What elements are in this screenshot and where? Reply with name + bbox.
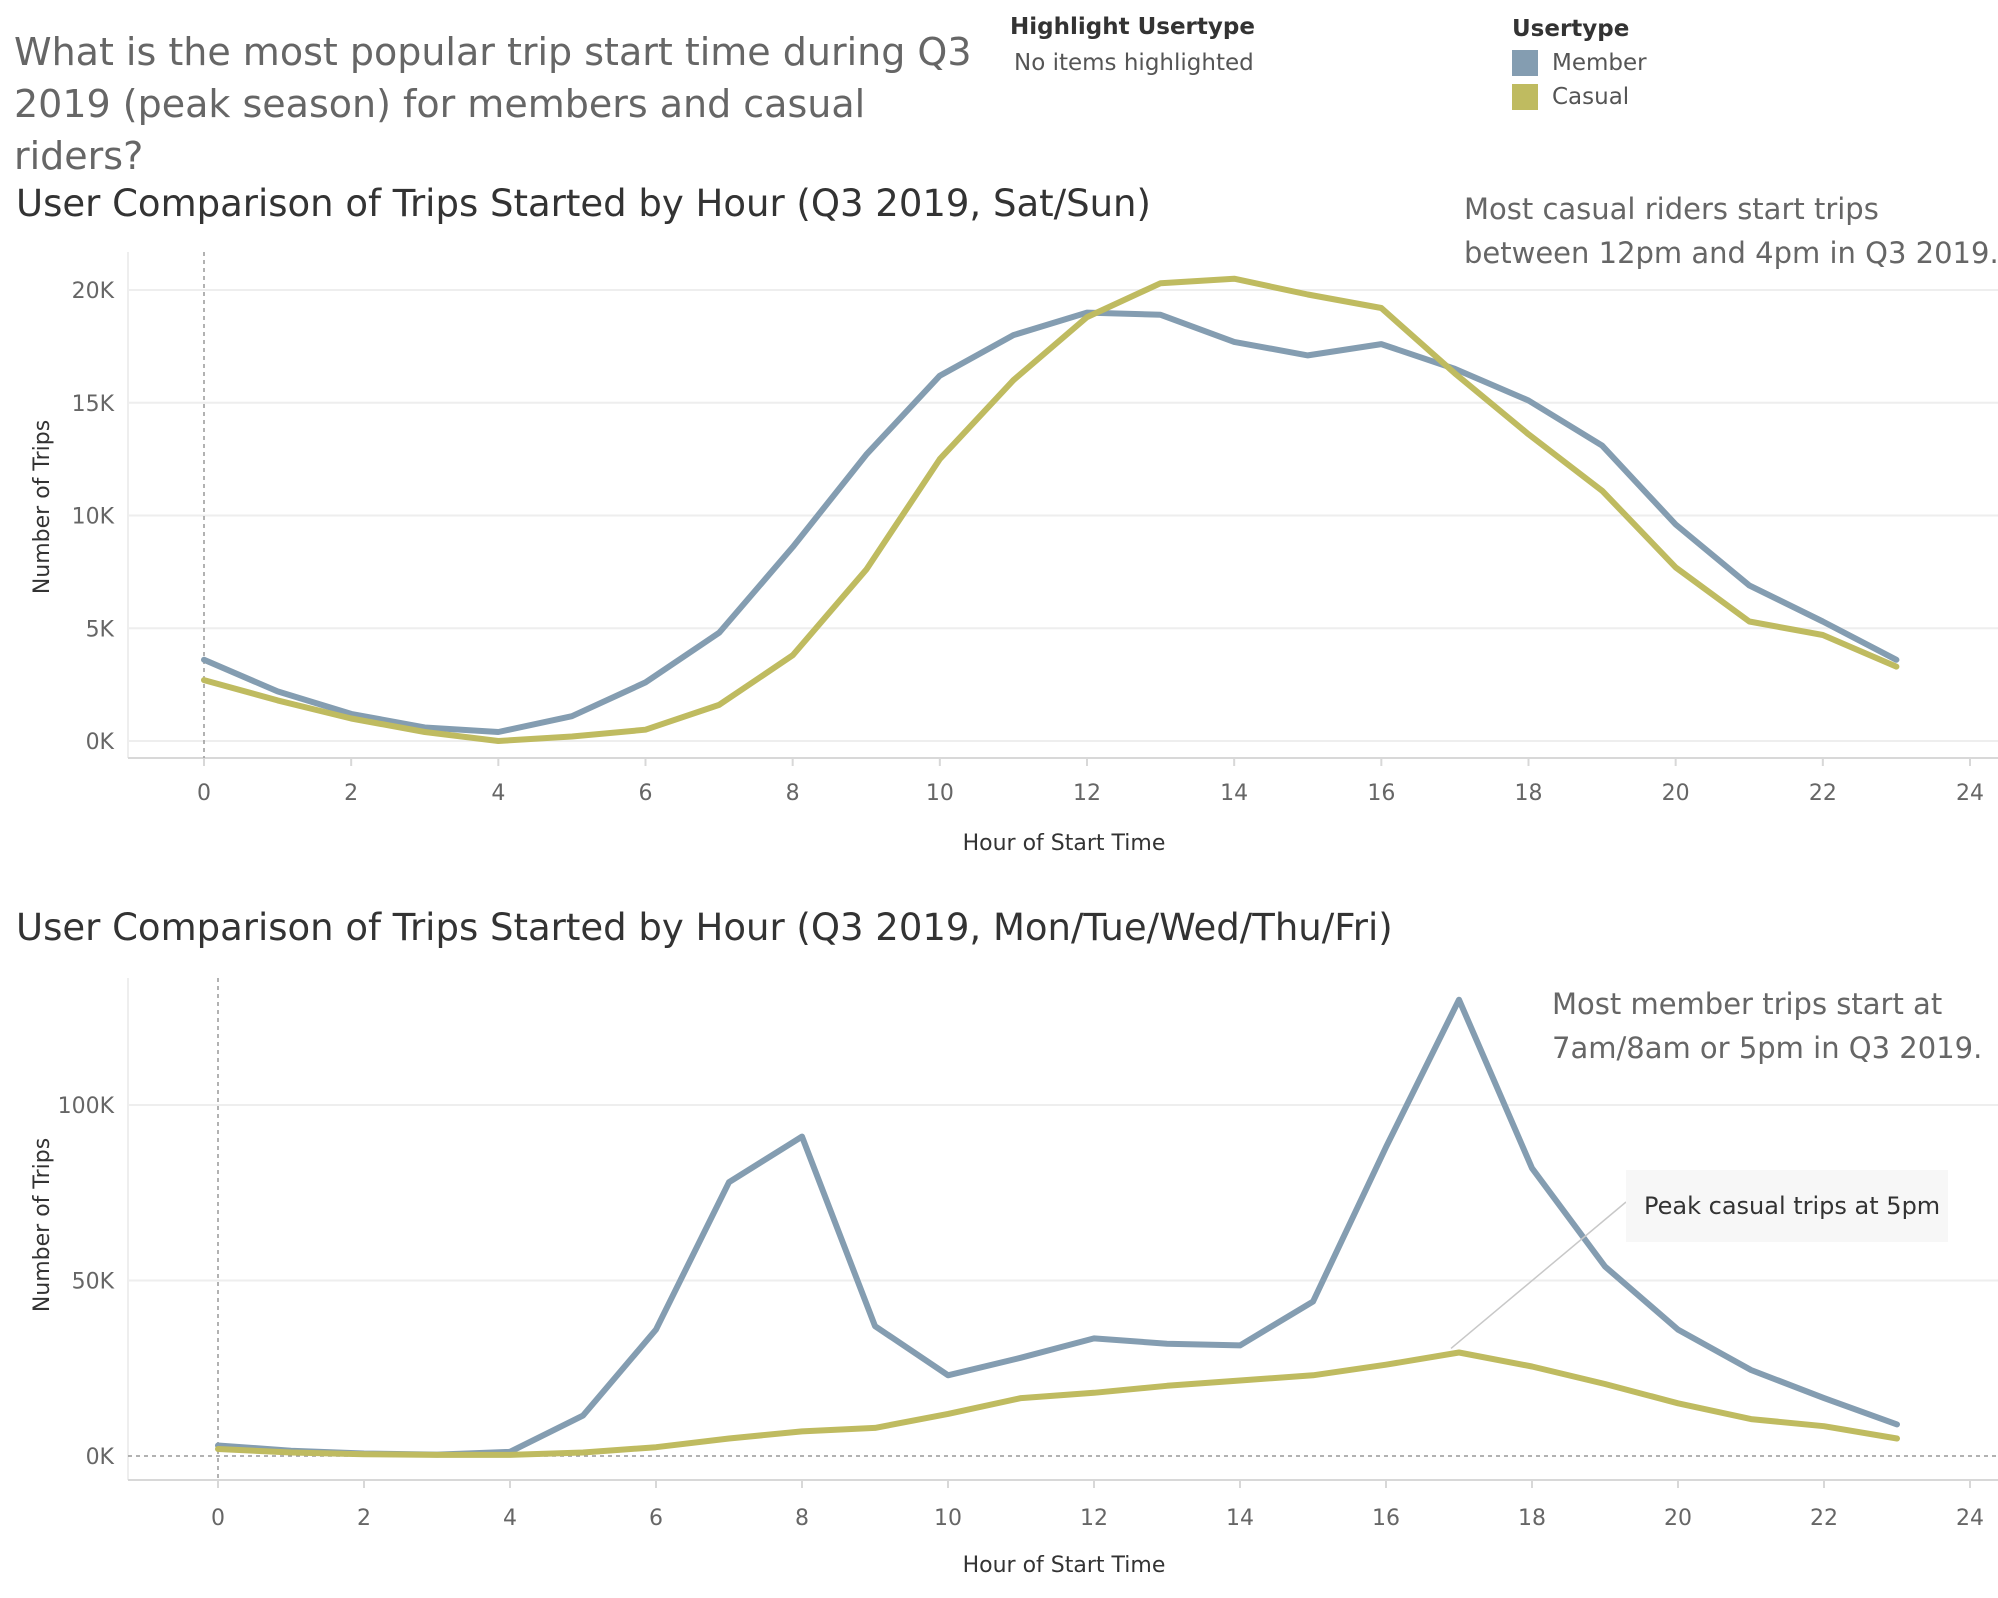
y-axis-label: Number of Trips bbox=[30, 420, 55, 594]
legend-item-casual[interactable]: Casual bbox=[1512, 84, 1812, 110]
annotation-line: between 12pm and 4pm in Q3 2019. bbox=[1464, 236, 1998, 270]
legend-title: Usertype bbox=[1512, 16, 1630, 42]
x-tick-label: 10 bbox=[934, 1506, 962, 1531]
x-tick-label: 12 bbox=[1073, 781, 1101, 806]
y-axis-label: Number of Trips bbox=[30, 1138, 55, 1312]
x-tick-label: 6 bbox=[639, 781, 653, 806]
x-tick-label: 18 bbox=[1518, 1506, 1546, 1531]
chart-title-weekend: User Comparison of Trips Started by Hour… bbox=[16, 182, 1151, 225]
y-tick-label: 20K bbox=[72, 279, 115, 304]
x-tick-label: 0 bbox=[197, 781, 211, 806]
x-tick-label: 16 bbox=[1367, 781, 1395, 806]
callout-leader-line bbox=[1450, 1201, 1627, 1350]
highlight-usertype-title: Highlight Usertype bbox=[1010, 14, 1255, 40]
highlight-usertype-control[interactable]: Highlight Usertype No items highlighted bbox=[1010, 14, 1370, 76]
x-axis-label: Hour of Start Time bbox=[963, 1553, 1166, 1578]
x-tick-label: 4 bbox=[491, 781, 505, 806]
callout-text: Peak casual trips at 5pm bbox=[1644, 1192, 1940, 1220]
x-tick-label: 20 bbox=[1664, 1506, 1692, 1531]
x-tick-label: 20 bbox=[1662, 781, 1690, 806]
annotation-line: Most casual riders start trips bbox=[1464, 192, 1879, 226]
x-tick-label: 8 bbox=[795, 1506, 809, 1531]
x-tick-label: 16 bbox=[1372, 1506, 1400, 1531]
legend-label-casual: Casual bbox=[1552, 84, 1630, 110]
y-tick-label: 50K bbox=[72, 1270, 115, 1295]
legend-item-member[interactable]: Member bbox=[1512, 50, 1812, 76]
series-line-member bbox=[201, 309, 1900, 735]
y-tick-label: 0K bbox=[86, 730, 115, 755]
y-tick-label: 5K bbox=[86, 617, 115, 642]
y-tick-label: 10K bbox=[72, 505, 115, 530]
x-tick-label: 4 bbox=[503, 1506, 517, 1531]
series-line-casual bbox=[201, 275, 1900, 744]
legend-swatch-casual bbox=[1512, 84, 1538, 110]
y-tick-label: 15K bbox=[72, 392, 115, 417]
y-tick-label: 0K bbox=[86, 1445, 115, 1470]
usertype-legend: Usertype Member Casual bbox=[1512, 16, 1812, 110]
y-tick-label: 100K bbox=[58, 1094, 115, 1119]
x-tick-label: 2 bbox=[357, 1506, 371, 1531]
x-tick-label: 6 bbox=[649, 1506, 663, 1531]
x-tick-label: 12 bbox=[1080, 1506, 1108, 1531]
x-tick-label: 2 bbox=[344, 781, 358, 806]
x-tick-label: 14 bbox=[1220, 781, 1248, 806]
question-title: What is the most popular trip start time… bbox=[14, 30, 972, 178]
x-tick-label: 14 bbox=[1226, 1506, 1254, 1531]
x-tick-label: 24 bbox=[1956, 1506, 1984, 1531]
x-tick-label: 22 bbox=[1810, 1506, 1838, 1531]
x-tick-label: 24 bbox=[1956, 781, 1984, 806]
highlight-usertype-value[interactable]: No items highlighted bbox=[1014, 50, 1254, 76]
x-tick-label: 22 bbox=[1809, 781, 1837, 806]
callout-box bbox=[1626, 1170, 1948, 1242]
x-tick-label: 8 bbox=[786, 781, 800, 806]
x-tick-label: 0 bbox=[211, 1506, 225, 1531]
chart-title-weekday: User Comparison of Trips Started by Hour… bbox=[16, 906, 1393, 949]
legend-swatch-member bbox=[1512, 50, 1538, 76]
x-axis-label: Hour of Start Time bbox=[963, 831, 1166, 856]
legend-label-member: Member bbox=[1552, 50, 1647, 76]
x-tick-label: 10 bbox=[926, 781, 954, 806]
annotation-line: Most member trips start at bbox=[1552, 987, 1942, 1021]
annotation-line: 7am/8am or 5pm in Q3 2019. bbox=[1552, 1031, 1982, 1065]
series-line-casual bbox=[215, 1349, 1900, 1458]
x-tick-label: 18 bbox=[1515, 781, 1543, 806]
